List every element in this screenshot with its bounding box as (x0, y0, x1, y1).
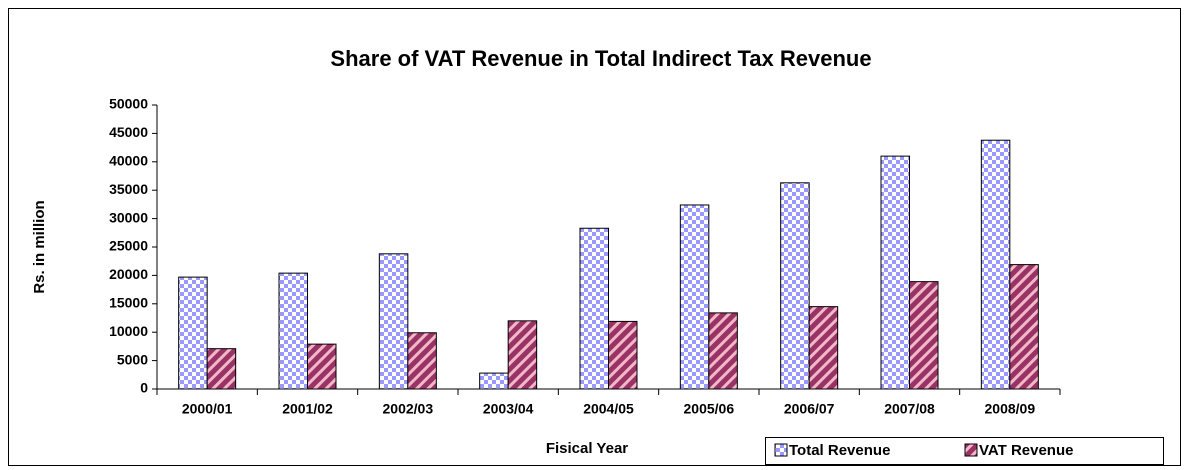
x-tick-label: 2003/04 (483, 401, 534, 417)
bar (780, 182, 810, 390)
bar (1009, 264, 1039, 390)
chart-title: Share of VAT Revenue in Total Indirect T… (330, 46, 871, 71)
x-tick-label: 2000/01 (182, 401, 233, 417)
y-tick-label: 35000 (109, 181, 148, 197)
y-tick-label: 40000 (109, 153, 148, 169)
x-axis-title: Fisical Year (546, 440, 628, 457)
bar (479, 372, 509, 390)
bar (579, 227, 609, 390)
bar (407, 332, 437, 390)
y-tick-label: 30000 (109, 209, 148, 225)
legend-swatch (774, 443, 788, 457)
legend-swatch (964, 443, 978, 457)
x-tick-label: 2006/07 (784, 401, 835, 417)
bar (808, 306, 839, 390)
bar (679, 204, 710, 390)
bar (608, 320, 638, 390)
y-tick-label: 50000 (109, 96, 148, 112)
bar (178, 276, 208, 390)
legend-label: VAT Revenue (979, 442, 1073, 459)
x-tick-label: 2004/05 (583, 401, 634, 417)
x-tick-label: 2007/08 (884, 401, 935, 417)
bar (909, 281, 939, 390)
x-tick-label: 2008/09 (985, 401, 1036, 417)
y-tick-label: 5000 (117, 351, 148, 367)
bar (880, 155, 910, 390)
y-tick-label: 45000 (109, 124, 148, 140)
x-tick-label: 2002/03 (383, 401, 434, 417)
bar (980, 139, 1011, 390)
y-axis-title: Rs. in million (31, 200, 48, 293)
bar (378, 253, 409, 390)
bar (206, 348, 237, 390)
y-tick-label: 20000 (109, 266, 148, 282)
legend-label: Total Revenue (789, 442, 890, 459)
y-tick-label: 25000 (109, 238, 148, 254)
x-tick-label: 2001/02 (282, 401, 333, 417)
bar (307, 343, 337, 390)
y-tick-label: 0 (140, 380, 148, 396)
bar (507, 320, 538, 390)
x-tick-label: 2005/06 (684, 401, 735, 417)
bar (278, 272, 308, 390)
bar (708, 312, 738, 390)
y-tick-label: 10000 (109, 323, 148, 339)
y-tick-label: 15000 (109, 295, 148, 311)
